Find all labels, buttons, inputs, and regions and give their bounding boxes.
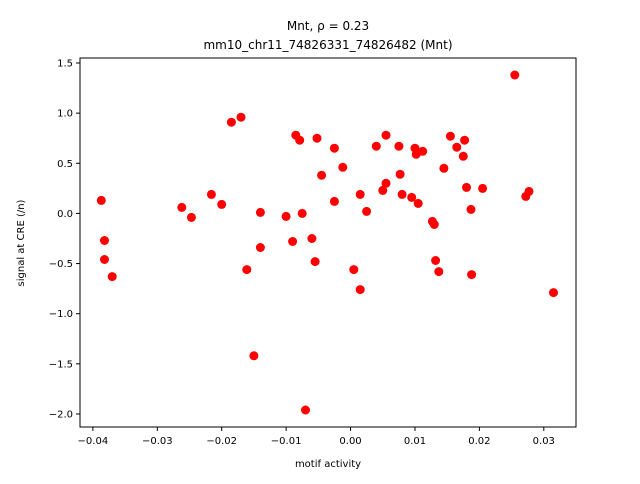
data-point-41 <box>413 198 423 208</box>
y-tick-label: 0.0 <box>57 209 73 220</box>
x-tick-label: 0.01 <box>404 436 426 447</box>
data-point-55 <box>478 183 488 193</box>
data-point-6 <box>206 189 216 199</box>
x-tick-label: −0.02 <box>206 436 237 447</box>
data-point-9 <box>236 112 246 122</box>
data-point-19 <box>301 405 310 415</box>
data-point-13 <box>255 243 265 252</box>
plot-frame <box>79 57 577 428</box>
data-point-30 <box>362 206 372 216</box>
data-point-56 <box>510 70 520 80</box>
data-point-36 <box>395 169 405 179</box>
data-point-27 <box>349 265 359 275</box>
data-point-49 <box>452 142 462 152</box>
y-axis-label: signal at CRE (/n) <box>16 199 27 286</box>
x-tick-label: 0.00 <box>339 436 361 447</box>
data-point-50 <box>458 151 468 161</box>
data-point-11 <box>249 351 259 361</box>
chart-title-line2: mm10_chr11_74826331_74826482 (Mnt) <box>203 38 452 52</box>
data-point-29 <box>355 285 365 295</box>
data-point-15 <box>288 237 298 246</box>
data-point-20 <box>307 234 317 243</box>
data-point-14 <box>281 211 291 221</box>
data-point-46 <box>434 267 444 277</box>
data-point-59 <box>549 288 558 298</box>
data-point-37 <box>397 189 407 199</box>
data-point-18 <box>297 208 307 218</box>
data-point-24 <box>329 143 339 153</box>
y-tick-label: 1.5 <box>57 59 73 70</box>
data-point-47 <box>439 163 449 173</box>
data-point-5 <box>186 212 196 222</box>
data-point-53 <box>466 204 476 214</box>
data-point-33 <box>381 178 391 188</box>
data-point-21 <box>310 257 320 267</box>
y-tick-label: −0.5 <box>49 259 73 270</box>
x-axis-label: motif activity <box>295 459 361 470</box>
data-point-1 <box>100 236 109 245</box>
data-point-45 <box>431 256 441 265</box>
data-point-35 <box>394 141 404 151</box>
y-tick-label: −1.0 <box>49 309 73 320</box>
data-point-10 <box>242 265 252 275</box>
data-point-12 <box>255 207 265 217</box>
data-point-0 <box>96 195 106 205</box>
y-tick-label: −1.5 <box>49 359 73 370</box>
data-point-23 <box>317 170 327 180</box>
y-axis-ticks: −2.0 −1.5 −1.0 −0.5 0.0 0.5 1.0 1.5 <box>49 59 80 420</box>
x-tick-label: −0.03 <box>142 436 173 447</box>
x-axis-ticks: −0.04 −0.03 −0.02 −0.01 0.00 0.01 0.02 0.03 <box>78 427 555 447</box>
data-point-4 <box>177 202 187 212</box>
data-point-38 <box>407 192 417 202</box>
data-point-8 <box>226 117 236 127</box>
data-point-25 <box>329 196 339 206</box>
data-point-2 <box>100 255 109 264</box>
data-point-58 <box>524 186 534 196</box>
data-point-44 <box>429 220 439 229</box>
data-point-26 <box>338 162 348 172</box>
x-tick-label: −0.01 <box>271 436 302 447</box>
data-point-17 <box>295 135 305 145</box>
data-point-51 <box>460 135 470 145</box>
data-point-48 <box>445 131 455 141</box>
data-point-28 <box>355 189 365 199</box>
x-tick-label: 0.03 <box>533 436 555 447</box>
data-point-42 <box>418 146 428 156</box>
data-point-3 <box>107 272 117 282</box>
data-point-31 <box>371 141 381 151</box>
x-tick-label: −0.04 <box>78 436 109 447</box>
data-points <box>96 70 558 415</box>
data-point-32 <box>378 185 388 195</box>
y-tick-label: −2.0 <box>49 409 73 420</box>
data-point-22 <box>312 133 322 143</box>
data-point-52 <box>462 182 471 192</box>
y-tick-label: 1.0 <box>57 109 73 120</box>
x-tick-label: 0.02 <box>468 436 490 447</box>
data-point-7 <box>217 199 227 209</box>
data-point-54 <box>467 270 477 280</box>
y-tick-label: 0.5 <box>57 159 73 170</box>
data-point-34 <box>381 130 391 140</box>
chart-title-line1: Mnt, ρ = 0.23 <box>287 19 369 33</box>
